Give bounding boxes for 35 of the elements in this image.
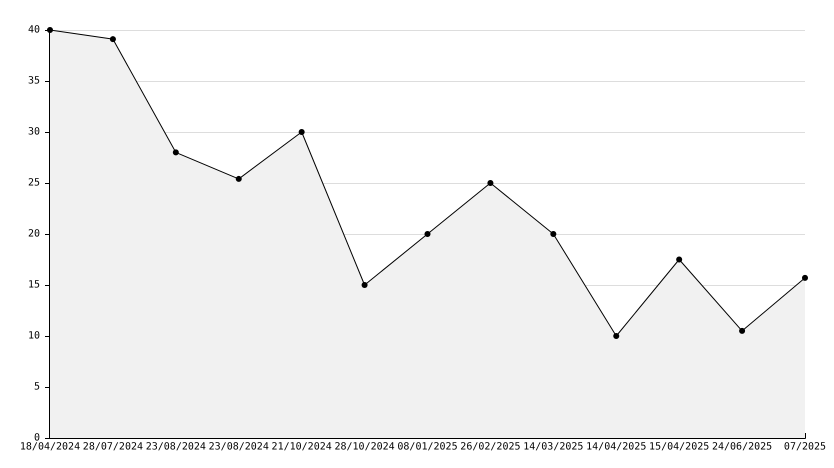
y-tick-label: 5 [34,382,40,392]
x-tick-label: 26/02/2025 [460,442,521,452]
point [802,274,808,281]
y-tick-label: 25 [28,178,40,188]
x-tick-label: 24/06/2025 [712,442,772,452]
y-tick-label: 10 [28,330,40,342]
point [172,149,179,156]
point [424,231,430,237]
point [739,328,746,334]
x-tick-label: 23/08/2024 [146,442,206,452]
point [110,36,116,42]
point [362,282,368,288]
x-tick-label: 15/04/2025 [649,442,710,452]
x-tick-label: 18/04/2024 [20,442,80,452]
x-tick-label: 07/2025 [784,442,826,452]
point [676,256,682,262]
point [298,129,305,135]
point [236,176,242,182]
point [47,27,53,33]
x-tick-label: 08/01/2025 [397,442,458,452]
y-tick-label: 30 [28,126,40,138]
x-tick-label: 23/08/2024 [208,442,269,452]
x-tick-label: 28/10/2024 [334,442,395,452]
x-tick-label: 21/10/2024 [272,442,332,452]
y-tick-label: 0 [34,432,40,444]
y-tick-label: 40 [28,24,40,36]
point [487,180,494,186]
x-tick-label: 14/04/2025 [586,442,646,452]
point [613,333,620,339]
point [550,231,556,237]
x-tick-label: 28/07/2024 [82,442,144,452]
y-tick-label: 15 [28,280,40,290]
y-tick-label: 20 [28,228,40,240]
x-tick-label: 14/03/2025 [523,442,584,452]
y-tick-label: 35 [28,76,40,86]
